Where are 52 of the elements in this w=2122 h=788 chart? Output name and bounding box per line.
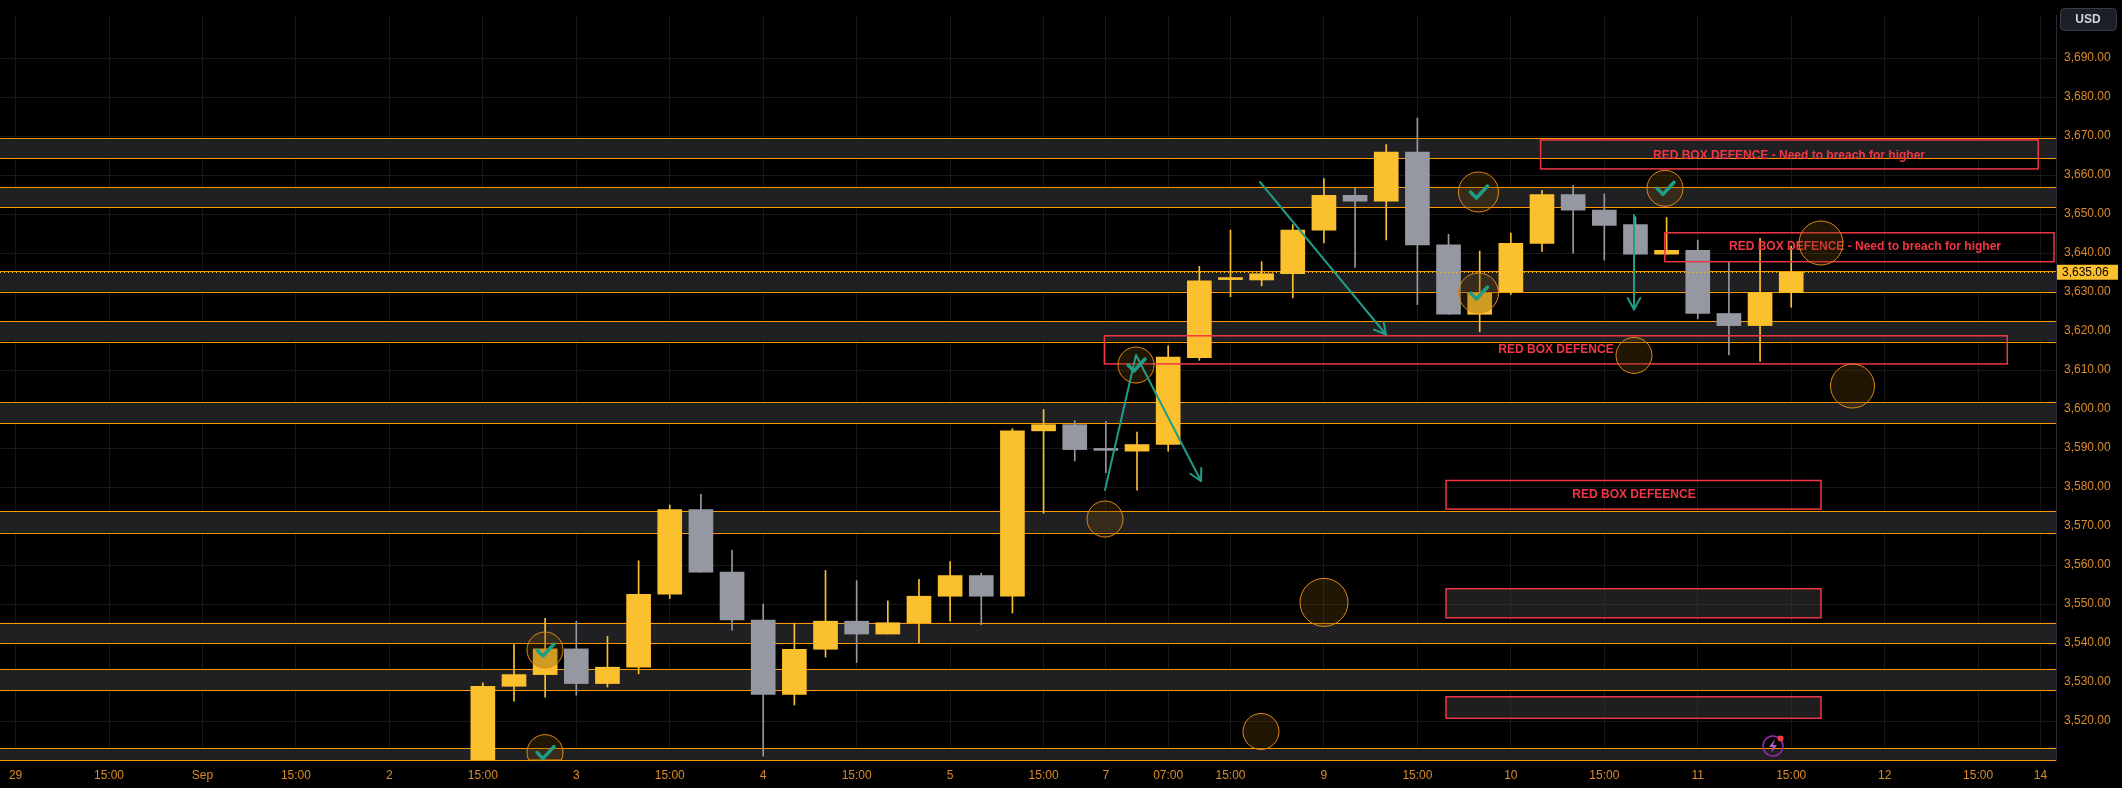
y-tick-label: 3,560.00 bbox=[2064, 557, 2112, 572]
y-tick-label: 3,570.00 bbox=[2064, 518, 2112, 533]
y-tick-label: 3,680.00 bbox=[2064, 89, 2112, 104]
x-tick-label: 15:00 bbox=[1589, 767, 1620, 782]
candlestick bbox=[501, 644, 527, 702]
x-tick-label: 15:00 bbox=[1028, 767, 1059, 782]
y-tick-label: 3,600.00 bbox=[2064, 401, 2112, 416]
x-tick-label: 15:00 bbox=[1776, 767, 1807, 782]
candlestick bbox=[1591, 193, 1617, 261]
x-tick-label: 29 bbox=[8, 767, 23, 782]
candlestick bbox=[1342, 188, 1368, 268]
annotation: RED BOX DEFENCE bbox=[1498, 342, 1614, 357]
y-tick-label: 3,650.00 bbox=[2064, 206, 2112, 221]
x-tick-label: 11 bbox=[1691, 767, 1705, 782]
y-tick-label: 3,550.00 bbox=[2064, 596, 2112, 611]
x-tick-label: 15:00 bbox=[654, 767, 686, 782]
x-tick-label: 15:00 bbox=[1402, 767, 1433, 782]
ref-line-label: 3,635.06 bbox=[2062, 265, 2110, 280]
x-tick-label: 5 bbox=[946, 767, 954, 782]
x-tick-label: 12 bbox=[1877, 767, 1892, 782]
y-tick-label: 3,670.00 bbox=[2064, 128, 2112, 143]
x-tick-label: 7 bbox=[1102, 767, 1110, 782]
y-tick-label: 3,620.00 bbox=[2064, 323, 2112, 338]
x-tick-label: 15:00 bbox=[280, 767, 312, 782]
y-tick-label: 3,580.00 bbox=[2064, 479, 2112, 494]
y-tick-label: 3,610.00 bbox=[2064, 362, 2112, 377]
y-tick-label: 3,640.00 bbox=[2064, 245, 2112, 260]
candlestick bbox=[1716, 260, 1742, 356]
candlestick bbox=[1124, 431, 1150, 491]
x-tick-label: 07:00 bbox=[1153, 767, 1184, 782]
x-tick-label: 15:00 bbox=[94, 767, 125, 782]
x-tick-label: 15:00 bbox=[1215, 767, 1246, 782]
x-tick-label: 4 bbox=[759, 767, 767, 782]
y-tick-label: 3,660.00 bbox=[2064, 167, 2112, 182]
x-tick-label: 9 bbox=[1320, 767, 1328, 782]
x-tick-label: 14 bbox=[2033, 767, 2048, 782]
x-tick-label: 15:00 bbox=[1963, 767, 1994, 782]
y-tick-label: 3,530.00 bbox=[2064, 674, 2112, 689]
y-tick-label: 3,690.00 bbox=[2064, 50, 2112, 65]
candlestick bbox=[1093, 421, 1119, 473]
y-tick-label: 3,540.00 bbox=[2064, 635, 2112, 650]
x-tick-label: 10 bbox=[1504, 767, 1518, 782]
x-tick-label: 15:00 bbox=[841, 767, 873, 782]
x-tick-label: 15:00 bbox=[467, 767, 499, 782]
y-axis-title: USD bbox=[2075, 12, 2101, 27]
x-tick-label: Sep bbox=[191, 767, 214, 782]
y-tick-label: 3,630.00 bbox=[2064, 284, 2112, 299]
y-tick-label: 3,590.00 bbox=[2064, 440, 2112, 455]
annotation: RED BOX DEFEENCE bbox=[1572, 487, 1696, 502]
x-tick-label: 3 bbox=[572, 767, 580, 782]
x-tick-label: 2 bbox=[386, 767, 394, 782]
y-tick-label: 3,520.00 bbox=[2064, 713, 2112, 728]
